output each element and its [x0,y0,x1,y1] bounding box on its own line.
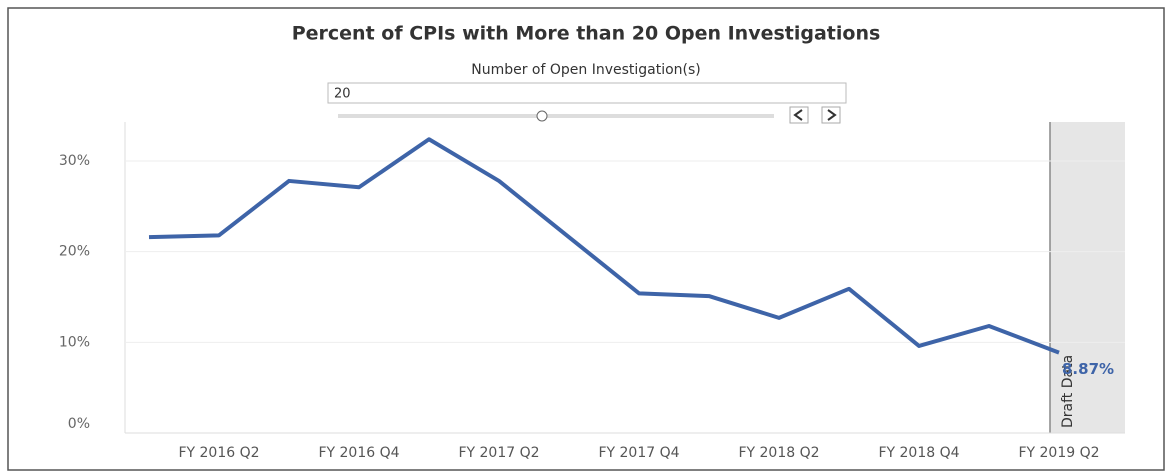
slider-track[interactable] [338,114,774,118]
y-tick-label: 30% [59,153,90,169]
x-tick-label: FY 2018 Q2 [738,445,819,461]
x-tick-label: FY 2018 Q4 [878,445,959,461]
next-icon [827,109,837,121]
x-tick-label: FY 2019 Q2 [1018,445,1099,461]
control-input[interactable] [327,82,847,104]
y-tick-label: 0% [68,416,90,432]
draft-annotation: Draft Data [1060,355,1076,428]
y-tick-label: 10% [59,334,90,350]
next-button[interactable] [821,106,841,124]
x-tick-label: FY 2017 Q2 [458,445,539,461]
chart-title: Percent of CPIs with More than 20 Open I… [292,23,881,45]
prev-icon [793,109,803,121]
x-tick-label: FY 2016 Q2 [178,445,259,461]
line [148,137,1060,355]
prev-button[interactable] [789,106,809,124]
control-label: Number of Open Investigation(s) [471,62,701,78]
y-tick-label: 20% [59,244,90,260]
control-value[interactable]: 20 [334,87,351,102]
draft-region [1050,122,1125,433]
slider-handle[interactable] [536,110,548,122]
x-tick-label: FY 2017 Q4 [598,445,679,461]
x-tick-label: FY 2016 Q4 [318,445,399,461]
data-label: 8.87% [1062,360,1114,378]
